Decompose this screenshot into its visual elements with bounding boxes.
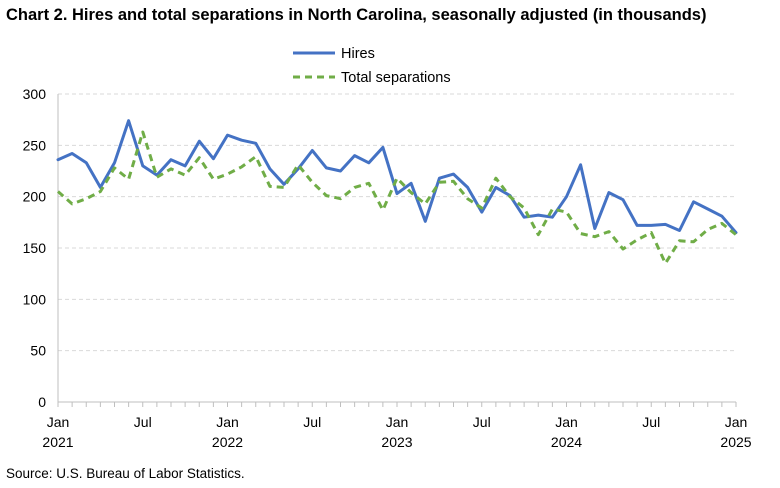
y-tick-label: 250: [23, 137, 47, 153]
y-tick-label: 150: [23, 240, 47, 256]
x-tick-label-year: 2022: [212, 434, 243, 450]
legend-label: Total separations: [341, 70, 451, 86]
x-tick-label-month: Jan: [555, 414, 578, 430]
x-tick-label-month: Jul: [134, 414, 152, 430]
x-tick-label-year: 2023: [381, 434, 412, 450]
x-tick-label-month: Jul: [642, 414, 660, 430]
grid-layer: [58, 93, 736, 352]
y-tick-label: 50: [30, 343, 46, 359]
y-tick-label: 0: [38, 394, 46, 410]
y-tick-label: 300: [23, 86, 47, 102]
x-tick-label-month: Jan: [386, 414, 409, 430]
series-layer: [56, 119, 738, 265]
chart-title: Chart 2. Hires and total separations in …: [6, 6, 707, 24]
x-tick-label-month: Jan: [725, 414, 748, 430]
x-tick-label-month: Jul: [303, 414, 321, 430]
series-line-hires: [56, 119, 738, 235]
y-tick-label: 200: [23, 189, 47, 205]
x-tick-label-year: 2025: [720, 434, 751, 450]
x-tick-label-year: 2021: [42, 434, 73, 450]
source-note: Source: U.S. Bureau of Labor Statistics.: [6, 466, 245, 481]
x-tick-label-month: Jan: [47, 414, 70, 430]
x-tick-label-month: Jul: [473, 414, 491, 430]
x-tick-label-month: Jan: [216, 414, 239, 430]
legend: Hires Total separations: [293, 46, 451, 86]
legend-label: Hires: [341, 46, 375, 62]
series-line-total-separations: [57, 130, 737, 265]
y-tick-label: 100: [23, 291, 47, 307]
x-tick-label-year: 2024: [551, 434, 582, 450]
